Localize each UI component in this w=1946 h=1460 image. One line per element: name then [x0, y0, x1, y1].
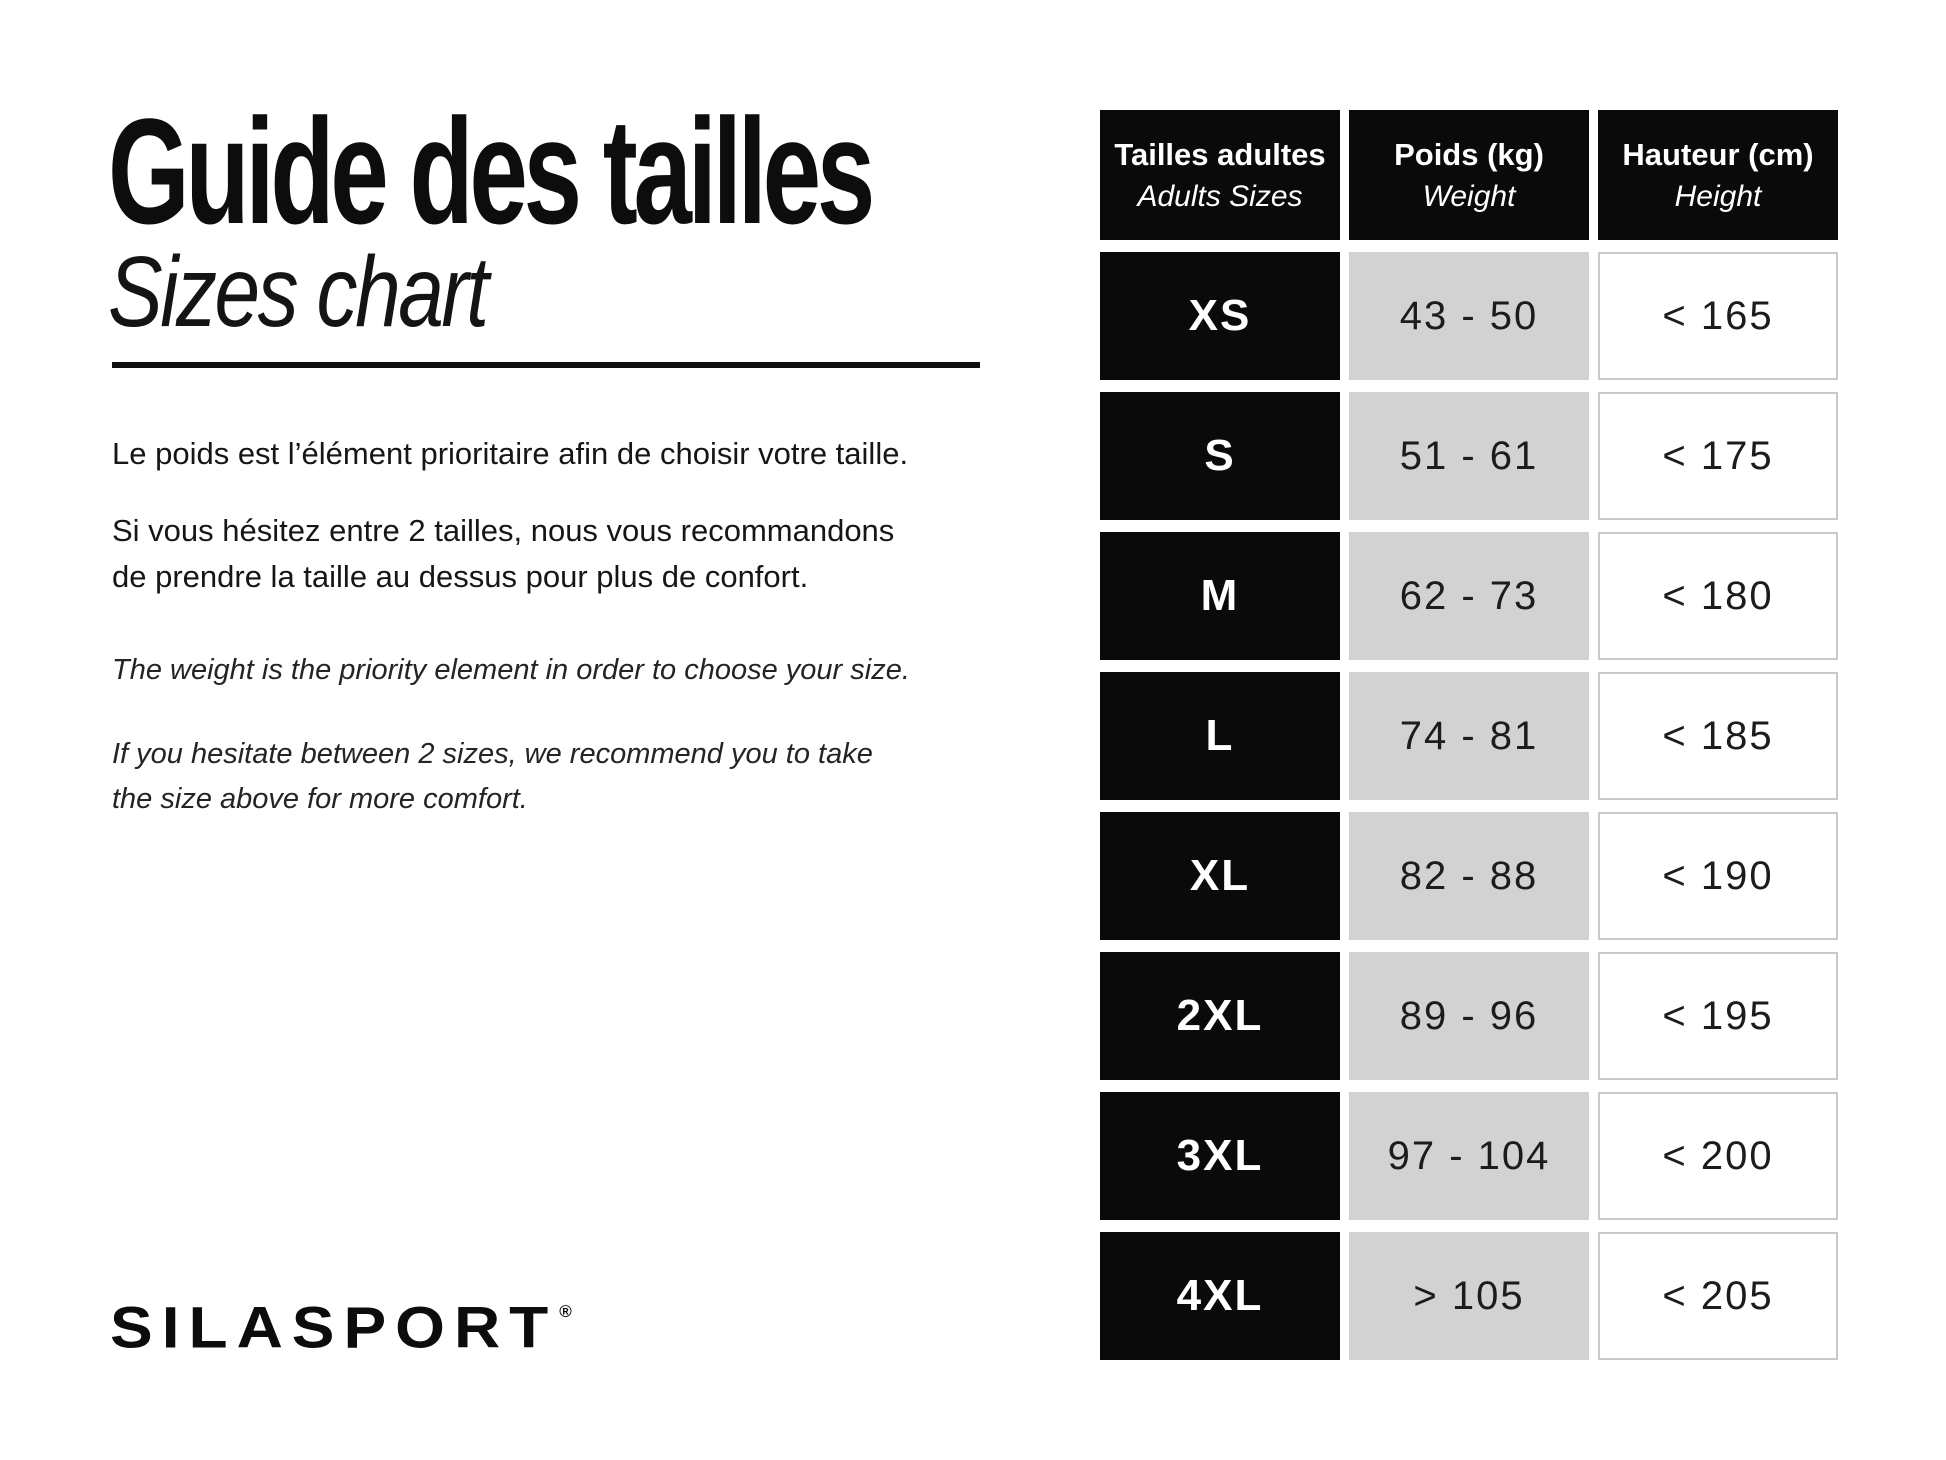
intro-text-en-2: If you hesitate between 2 sizes, we reco… [112, 732, 873, 822]
header-cell-weight: Poids (kg) Weight [1349, 110, 1589, 240]
header-height-fr: Hauteur (cm) [1622, 136, 1814, 172]
header-weight-en: Weight [1422, 180, 1516, 214]
size-cell: 4XL [1100, 1232, 1340, 1360]
height-cell: < 190 [1598, 812, 1838, 940]
weight-cell: 82 - 88 [1349, 812, 1589, 940]
height-cell: < 185 [1598, 672, 1838, 800]
header-cell-sizes: Tailles adultes Adults Sizes [1100, 110, 1340, 240]
weight-cell: 97 - 104 [1349, 1092, 1589, 1220]
header-height-en: Height [1674, 180, 1762, 214]
weight-cell: 74 - 81 [1349, 672, 1589, 800]
size-cell: M [1100, 532, 1340, 660]
height-cell: < 200 [1598, 1092, 1838, 1220]
divider-line [112, 362, 980, 368]
height-cell: < 165 [1598, 252, 1838, 380]
intro-text-fr-2-line-1: Si vous hésitez entre 2 tailles, nous vo… [112, 513, 895, 548]
silasport-logo: SILASPORT ® [110, 1298, 572, 1362]
header-cell-height: Hauteur (cm) Height [1598, 110, 1838, 240]
weight-cell: 89 - 96 [1349, 952, 1589, 1080]
header-sizes-en: Adults Sizes [1137, 180, 1303, 214]
height-cell: < 180 [1598, 532, 1838, 660]
page-title-fr: Guide des tailles [108, 87, 875, 255]
size-chart-table: Tailles adultes Adults Sizes Poids (kg) … [1100, 110, 1838, 1360]
intro-text-fr-1: Le poids est l’élément prioritaire afin … [112, 436, 909, 471]
size-cell: L [1100, 672, 1340, 800]
size-cell: XS [1100, 252, 1340, 380]
page-title-en: Sizes chart [108, 236, 489, 348]
size-cell: XL [1100, 812, 1340, 940]
intro-text-fr-2: Si vous hésitez entre 2 tailles, nous vo… [112, 508, 894, 600]
intro-text-en-2-line-2: the size above for more comfort. [112, 783, 528, 815]
weight-cell: 43 - 50 [1349, 252, 1589, 380]
height-cell: < 195 [1598, 952, 1838, 1080]
size-cell: 3XL [1100, 1092, 1340, 1220]
intro-text-en-1: The weight is the priority element in or… [112, 654, 910, 686]
weight-cell: > 105 [1349, 1232, 1589, 1360]
silasport-logo-text: SILASPORT [110, 1294, 558, 1361]
height-cell: < 205 [1598, 1232, 1838, 1360]
registered-trademark-mark: ® [559, 1302, 572, 1321]
header-weight-fr: Poids (kg) [1394, 136, 1544, 172]
size-cell: S [1100, 392, 1340, 520]
weight-cell: 51 - 61 [1349, 392, 1589, 520]
header-sizes-fr: Tailles adultes [1114, 136, 1326, 172]
weight-cell: 62 - 73 [1349, 532, 1589, 660]
height-cell: < 175 [1598, 392, 1838, 520]
intro-text-fr-2-line-2: de prendre la taille au dessus pour plus… [112, 559, 809, 594]
size-cell: 2XL [1100, 952, 1340, 1080]
intro-text-en-2-line-1: If you hesitate between 2 sizes, we reco… [112, 738, 873, 770]
